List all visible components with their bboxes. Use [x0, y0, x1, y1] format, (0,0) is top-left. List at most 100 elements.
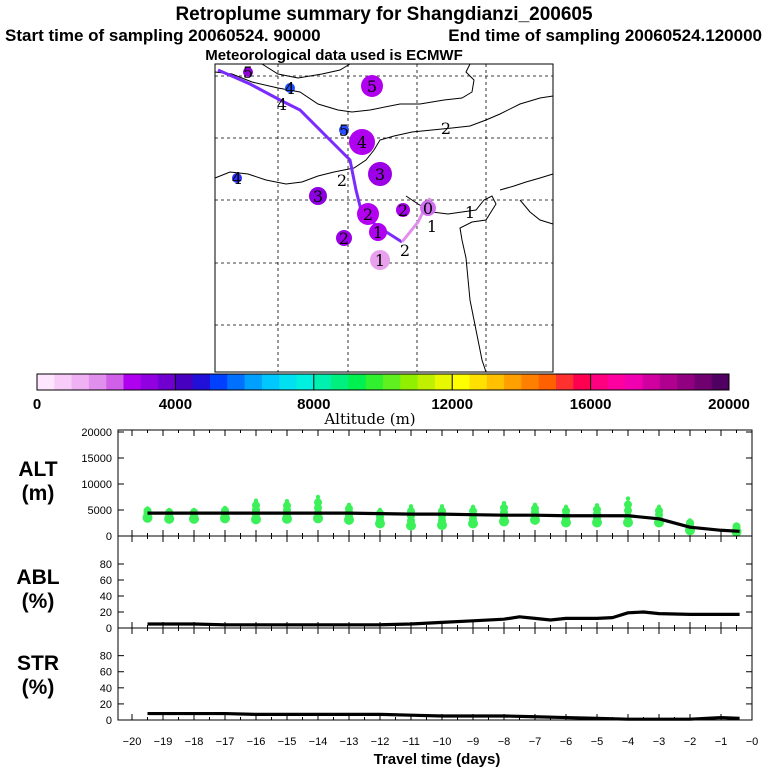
map-marker: [309, 187, 327, 205]
alt-dot: [470, 504, 476, 510]
map-marker: [420, 200, 436, 216]
alt-dot: [469, 507, 477, 516]
colorbar-cell: [521, 374, 540, 390]
figure-title: Retroplume summary for Shangdianzi_20060…: [175, 4, 593, 25]
x-tick-label: −4: [622, 736, 635, 748]
map-marker-label: 4: [357, 133, 367, 152]
colorbar-cell: [434, 374, 453, 390]
map-frame: [214, 63, 554, 373]
colorbar-cell: [452, 374, 470, 390]
alt-dot: [377, 507, 383, 513]
abl-ytick-label: 40: [100, 591, 112, 603]
colorbar-cell: [642, 374, 661, 390]
alt-ytick-label: 5000: [88, 505, 112, 517]
colorbar-cell: [383, 374, 401, 390]
alt-dot: [500, 503, 508, 512]
colorbar-cell: [504, 374, 522, 390]
alt-dot: [563, 504, 569, 510]
map-marker-label: 3: [375, 165, 385, 184]
colorbar-tick-label: 4000: [159, 396, 192, 413]
alt-dot: [252, 501, 260, 510]
map-marker-label: 2: [441, 119, 451, 138]
colorbar-tick-label: 8000: [297, 396, 330, 413]
alt-dot: [345, 504, 353, 513]
abl-panel: ABL (%) 80 60 40 20 0: [16, 535, 753, 635]
str-frame: [117, 627, 753, 721]
alt-dot: [501, 501, 507, 506]
colorbar-cell: [486, 374, 505, 390]
colorbar-cell: [711, 374, 730, 390]
colorbar-cell: [54, 374, 73, 390]
colorbar-cell: [140, 374, 159, 390]
str-unit: (%): [22, 676, 55, 699]
colorbar-title: Altitude (m): [323, 410, 415, 428]
alt-dot: [687, 518, 693, 523]
map-marker: [232, 173, 242, 183]
alt-dot: [222, 505, 228, 511]
str-ytick-label: 20: [100, 699, 112, 711]
map-marker-label: 2: [339, 229, 349, 248]
colorbar-cell: [296, 374, 315, 390]
x-axis: −20 −19 −18 −17 −16 −15 −14 −13 −12 −11 −10 −9 −8 −7 −…: [123, 736, 759, 748]
colorbar-cell: [192, 374, 211, 390]
map-marker-label: 1: [427, 217, 437, 236]
alt-dot: [593, 505, 601, 514]
colorbar-tick-label: 20000: [708, 396, 750, 413]
colorbar-cell: [417, 374, 436, 390]
colorbar-cell: [158, 374, 176, 390]
abl-ytick-label: 20: [100, 607, 112, 619]
colorbar-cell: [244, 374, 263, 390]
alt-dot: [562, 506, 570, 515]
map-marker: [336, 230, 352, 246]
alt-dot: [408, 504, 414, 509]
coast-east-2: [519, 199, 554, 225]
x-tick-label: −11: [402, 736, 420, 748]
alt-dot: [624, 500, 632, 509]
alt-dot: [734, 522, 739, 527]
str-ytick-label: 60: [100, 667, 112, 679]
colorbar-cells: [37, 374, 730, 390]
abl-ytick-label: 80: [100, 559, 112, 571]
coast-korea: [499, 173, 554, 191]
start-time-label: Start time of sampling 20060524. 90000: [5, 26, 321, 45]
colorbar-cell: [331, 374, 349, 390]
x-tick-label: −12: [371, 736, 390, 748]
map-marker: [339, 125, 349, 135]
map-marker-label: 2: [398, 201, 408, 220]
alt-series-line: [147, 511, 740, 533]
x-tick-label: −13: [340, 736, 359, 748]
map-marker-label: 1: [375, 251, 385, 270]
colorbar-tick-label: 12000: [431, 396, 473, 413]
colorbar-cell: [659, 374, 678, 390]
coastlines: [214, 63, 554, 373]
map-marker-label: 5: [243, 63, 253, 82]
alt-dot: [623, 517, 633, 528]
alt-dot: [253, 498, 259, 503]
abl-label: ABL: [16, 566, 59, 589]
colorbar-cell: [227, 374, 246, 390]
map-marker: [370, 250, 390, 270]
alt-dot: [531, 504, 539, 513]
alt-dot: [594, 503, 600, 508]
alt-ytick-label: 15000: [81, 453, 112, 465]
x-tick-label: −9: [467, 736, 480, 748]
end-time-label: End time of sampling 20060524.120000: [448, 26, 762, 45]
map-marker: [285, 83, 295, 93]
colorbar-cell: [365, 374, 384, 390]
map-marker-label: 4: [285, 79, 295, 98]
map-marker-label: 5: [339, 121, 349, 140]
map-marker-label: 2: [400, 241, 410, 260]
alt-ytick-label: 10000: [81, 479, 112, 491]
coast-east: [405, 195, 497, 373]
border-northwest: [261, 63, 351, 79]
str-ytick-label: 40: [100, 683, 112, 695]
x-tick-label: −10: [433, 736, 452, 748]
alt-dot: [656, 504, 662, 510]
alt-dot: [624, 506, 632, 515]
colorbar-cell: [313, 374, 332, 390]
str-label: STR: [17, 652, 59, 675]
x-tick-label: −17: [216, 736, 235, 748]
